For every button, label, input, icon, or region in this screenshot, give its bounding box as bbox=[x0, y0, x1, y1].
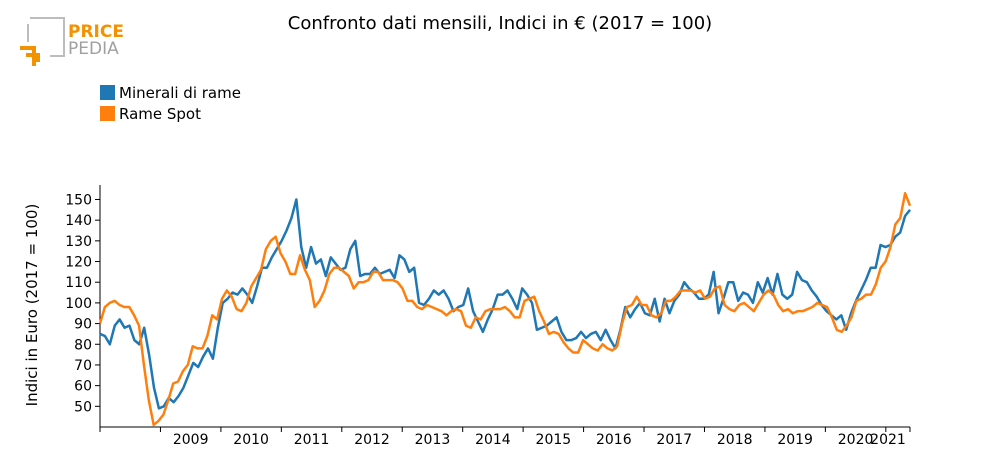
y-axis-label: Indici in Euro (2017 = 100) bbox=[23, 204, 41, 407]
y-tick-label: 120 bbox=[65, 255, 92, 271]
y-tick-label: 80 bbox=[74, 337, 92, 353]
x-tick-label: 2017 bbox=[656, 432, 692, 448]
x-tick-label: 2019 bbox=[777, 432, 813, 448]
legend-swatch-minerali bbox=[100, 85, 115, 100]
series-lines bbox=[98, 192, 912, 427]
y-tick-label: 90 bbox=[74, 317, 92, 333]
series-line-minerali-di-rame bbox=[99, 198, 911, 410]
logo-line2: PEDIA bbox=[68, 39, 119, 59]
y-tick-label: 130 bbox=[65, 234, 92, 250]
y-tick-label: 60 bbox=[74, 379, 92, 395]
x-tick-label: 2010 bbox=[233, 432, 269, 448]
x-tick-label: 2018 bbox=[717, 432, 753, 448]
x-tick-label: 2014 bbox=[475, 432, 511, 448]
x-tick-label: 2016 bbox=[596, 432, 632, 448]
x-tick-label: 2011 bbox=[294, 432, 330, 448]
y-tick-label: 100 bbox=[65, 296, 92, 312]
series-line-rame-spot bbox=[98, 192, 912, 427]
legend-label-minerali: Minerali di rame bbox=[119, 84, 241, 102]
logo-line1: PRICE bbox=[68, 22, 124, 42]
y-tick-label: 70 bbox=[74, 358, 92, 374]
legend-swatch-rame-spot bbox=[100, 106, 115, 121]
y-tick-label: 140 bbox=[65, 213, 92, 229]
x-tick-label: 2020 bbox=[838, 432, 874, 448]
x-tick-label: 2021 bbox=[870, 432, 906, 448]
legend: Minerali di rame Rame Spot bbox=[100, 84, 241, 123]
x-tick-label: 2013 bbox=[415, 432, 451, 448]
chart-title: Confronto dati mensili, Indici in € (201… bbox=[288, 13, 712, 34]
x-tick-label: 2015 bbox=[536, 432, 572, 448]
y-tick-label: 50 bbox=[74, 399, 92, 415]
pricepedia-logo: PRICE PEDIA bbox=[20, 17, 124, 66]
y-tick-label: 110 bbox=[65, 275, 92, 291]
y-tick-label: 150 bbox=[65, 192, 92, 208]
x-ticks: 2009 2010 2011 2012 2013 2014 2015 2016 2017 2018… bbox=[99, 427, 911, 448]
y-ticks: 50 60 70 80 90 100 110 120 130 140 150 bbox=[65, 192, 100, 415]
x-tick-label: 2009 bbox=[173, 432, 209, 448]
x-tick-label: 2012 bbox=[354, 432, 390, 448]
legend-label-rame-spot: Rame Spot bbox=[119, 105, 201, 123]
